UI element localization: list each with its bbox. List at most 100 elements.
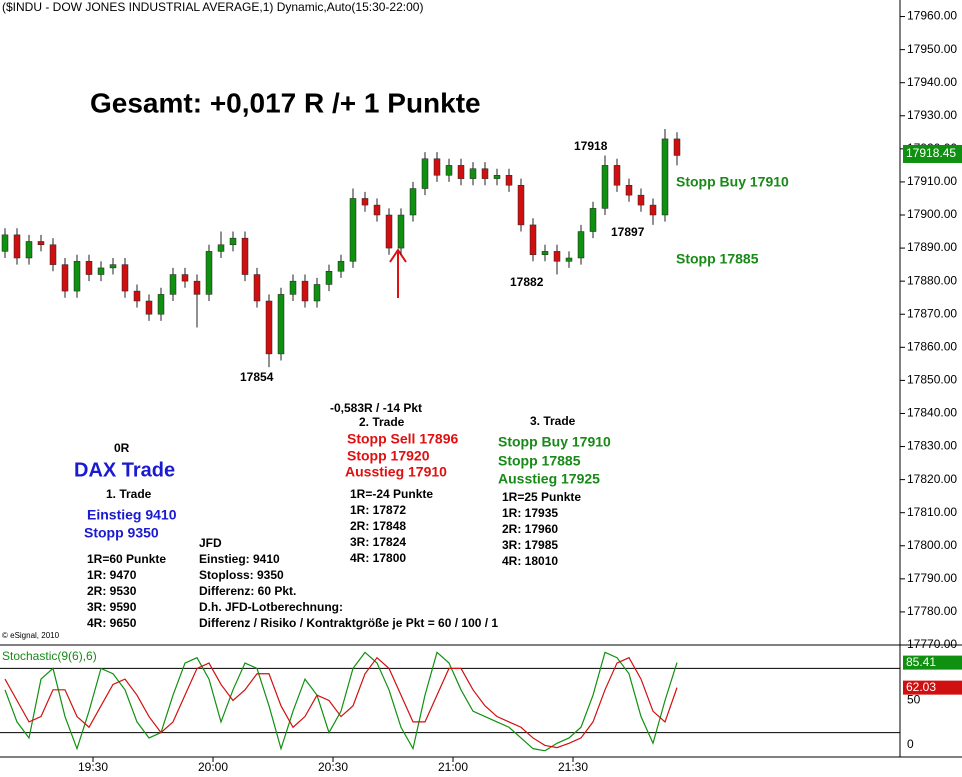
candle-body [25,241,33,259]
candle-body [301,280,309,302]
y-tick-label: 17780.00 [907,604,957,618]
candle-body [193,280,201,295]
annotation: 2R: 17848 [350,519,406,533]
annotation: Stopp 17885 [676,251,759,267]
annotation: 4R: 18010 [502,554,558,568]
x-tick-label: 20:30 [318,760,348,774]
annotation: Ausstieg 17910 [345,464,447,480]
y-tick-label: 17800.00 [907,538,957,552]
stochastic-line [4,651,678,752]
candle-body [493,175,501,179]
annotation: 1R=-24 Punkte [350,487,433,501]
candle-body [637,194,645,206]
candle-body [277,294,285,355]
y-tick-label: 17950.00 [907,42,957,56]
annotation: 4R: 9650 [87,616,137,630]
annotation: DAX Trade [74,459,175,481]
candle-body [325,270,333,285]
indicator-title: Stochastic(9(6),6) [2,649,97,663]
y-tick-label: 17870.00 [907,306,957,320]
x-tick-label: 19:30 [78,760,108,774]
annotation: 17918 [574,139,608,153]
value-box [903,680,962,695]
candle-body [157,294,165,315]
x-tick-label: 21:00 [438,760,468,774]
y-tick-label: 17810.00 [907,505,957,519]
annotation: 2R: 9530 [87,584,137,598]
candle-body [505,175,513,186]
y-tick-label: 50 [907,693,921,707]
y-tick-label: 17930.00 [907,108,957,122]
annotation: Ausstieg 17925 [498,471,600,487]
value-label: 85.41 [906,655,936,669]
candle-body [73,261,81,292]
annotation: Stopp 9350 [84,525,159,541]
candle-body [121,264,129,292]
annotation: Stopp 17920 [347,448,430,464]
annotation: 17897 [611,225,645,239]
header: ($INDU - DOW JONES INDUSTRIAL AVERAGE,1)… [2,0,423,14]
candle-body [313,284,321,302]
chart-title: Gesamt: +0,017 R /+ 1 Punkte [90,87,481,118]
annotation: Stoploss: 9350 [199,568,284,582]
annotation: 17854 [240,370,274,384]
annotation: Stopp Buy 17910 [498,434,611,450]
candle-body [433,158,441,176]
annotation: 2R: 17960 [502,522,558,536]
annotation: 3R: 17824 [350,535,406,549]
annotation: 3. Trade [530,414,576,428]
candle-body [421,158,429,189]
y-tick-label: 17960.00 [907,9,957,23]
annotation: 1R=25 Punkte [502,490,581,504]
candle-body [181,274,189,282]
candle-body [265,300,273,355]
last-price-label: 17918.45 [906,146,956,160]
candle-body [673,138,681,156]
annotation: 17882 [510,275,544,289]
stochastic-line [4,656,678,749]
candle-body [481,168,489,179]
candle-body [217,244,225,252]
annotation: 3R: 9590 [87,600,137,614]
annotation: JFD [199,536,222,550]
candle-body [1,234,9,252]
candle-body [553,251,561,262]
candle-body [613,165,621,186]
candle-body [169,274,177,295]
y-tick-label: 17900.00 [907,207,957,221]
y-tick-label: 0 [907,737,914,751]
y-tick-label: 17940.00 [907,75,957,89]
candle-body [85,261,93,275]
candle-body [649,204,657,216]
candle-body [469,168,477,179]
y-tick-label: 17860.00 [907,339,957,353]
annotation: Differenz: 60 Pkt. [199,584,296,598]
candle-body [109,264,117,269]
x-tick-label: 20:00 [198,760,228,774]
candle-body [661,138,669,216]
candle-body [253,274,261,302]
candle-body [97,267,105,275]
candle-body [229,237,237,246]
annotation: 1R=60 Punkte [87,552,166,566]
annotation: Einstieg 9410 [87,507,177,523]
candle-body [361,198,369,206]
annotation: 1R: 17872 [350,503,406,517]
candle-body [625,184,633,196]
annotation: Stopp 17885 [498,453,581,469]
y-tick-label: 17830.00 [907,439,957,453]
annotation: 1R: 17935 [502,506,558,520]
candle-body [577,231,585,259]
candle-body [37,241,45,246]
annotation: Differenz / Risiko / Kontraktgröße je Pk… [199,616,498,630]
candle-body [373,204,381,216]
annotation: D.h. JFD-Lotberechnung: [199,600,343,614]
y-tick-label: 17820.00 [907,472,957,486]
annotation: 4R: 17800 [350,551,406,565]
y-tick-label: 17880.00 [907,273,957,287]
value-label: 62.03 [906,680,936,694]
candle-body [445,165,453,176]
candle-body [385,214,393,249]
arrow [389,248,407,298]
